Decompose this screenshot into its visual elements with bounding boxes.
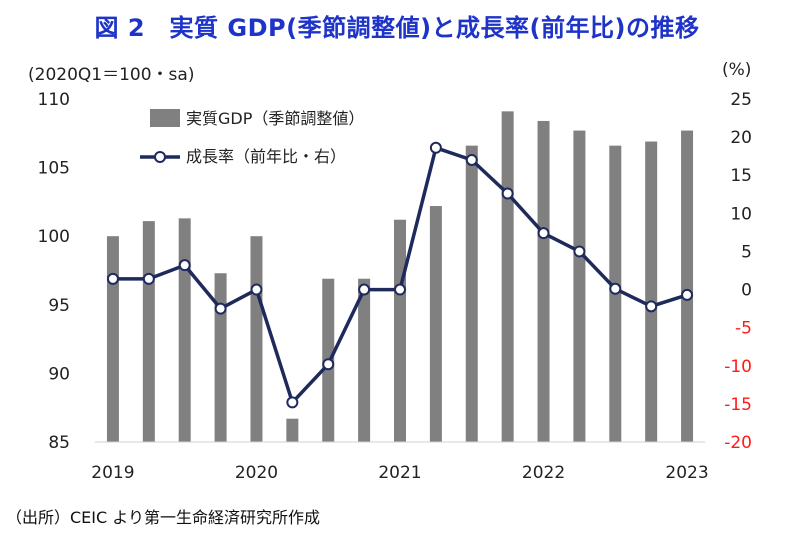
growth-point-2020Q3 (322, 358, 335, 371)
x-tick-label: 2021 (378, 463, 421, 483)
x-tick-label: 2019 (91, 463, 134, 483)
right-tick-label: 20 (730, 128, 752, 148)
gdp-bar-2022Q1 (537, 120, 550, 443)
legend-line-label: 成長率（前年比・右） (186, 147, 346, 166)
growth-point-2022Q4 (645, 300, 658, 313)
right-tick-label: 5 (741, 242, 752, 262)
growth-point-2023Q1 (681, 288, 694, 301)
gdp-bar-2019Q2 (142, 221, 155, 442)
growth-point-2021Q4 (501, 187, 514, 200)
right-axis-ticks: -20 -15 -10 -5 0 5 10 15 20 25 (724, 90, 752, 453)
legend-line-marker (154, 151, 166, 163)
right-tick-label: 15 (730, 166, 752, 186)
growth-point-2020Q2 (286, 396, 299, 409)
left-axis-unit: (2020Q1＝100・sa) (28, 65, 195, 85)
left-axis-ticks: 85 90 95 100 105 110 (38, 90, 70, 453)
right-tick-label: 25 (730, 90, 752, 110)
gdp-bar-2020Q1 (250, 236, 263, 442)
chart-title: 図 2 実質 GDP(季節調整値)と成長率(前年比)の推移 (94, 14, 700, 42)
gdp-bar-2023Q1 (681, 130, 694, 442)
gdp-bar-2021Q4 (501, 111, 514, 443)
x-tick-label: 2022 (522, 463, 565, 483)
growth-point-2021Q1 (394, 283, 406, 296)
gdp-bar-2020Q2 (286, 418, 299, 442)
growth-point-2020Q4 (358, 283, 371, 296)
gdp-bar-2019Q4 (214, 273, 227, 442)
legend-bar-label: 実質GDP（季節調整値） (186, 109, 364, 128)
x-tick-label: 2023 (665, 463, 708, 483)
left-tick-label: 90 (48, 364, 70, 384)
growth-point-2022Q2 (573, 245, 586, 258)
left-tick-label: 95 (48, 296, 70, 316)
legend: 実質GDP（季節調整値） 成長率（前年比・右） (140, 109, 364, 166)
growth-point-2021Q2 (429, 141, 442, 154)
growth-point-2022Q1 (537, 227, 550, 240)
gdp-bar-2020Q4 (358, 278, 371, 442)
gdp-bar-2021Q2 (429, 206, 442, 442)
right-tick-label: -5 (735, 319, 752, 339)
gdp-bar-2022Q4 (645, 141, 658, 443)
growth-point-2020Q1 (250, 283, 263, 296)
right-tick-label: -10 (724, 357, 752, 377)
growth-point-2022Q3 (609, 282, 622, 295)
growth-rate-points (106, 141, 694, 409)
x-axis-ticks: 2019 2020 2021 2022 2023 (91, 463, 708, 483)
gdp-bar-2022Q2 (573, 130, 586, 442)
right-tick-label: 0 (741, 281, 752, 301)
legend-bar-swatch (150, 109, 180, 127)
right-axis-unit: (%) (722, 60, 752, 80)
growth-point-2019Q1 (106, 272, 119, 285)
right-tick-label: -20 (724, 433, 752, 453)
left-tick-label: 85 (48, 433, 70, 453)
growth-point-2019Q2 (142, 272, 155, 285)
source-note: （出所）CEIC より第一生命経済研究所作成 (6, 508, 320, 527)
left-tick-label: 105 (38, 159, 70, 179)
growth-point-2021Q3 (465, 153, 478, 166)
right-tick-label: 10 (730, 204, 752, 224)
x-tick-label: 2020 (235, 463, 278, 483)
gdp-bar-2019Q3 (178, 218, 191, 442)
gdp-bar-2021Q3 (465, 145, 478, 442)
growth-point-2019Q4 (214, 302, 227, 315)
growth-point-2019Q3 (178, 259, 191, 272)
gdp-bar-2021Q1 (394, 219, 406, 442)
right-tick-label: -15 (724, 395, 752, 415)
left-tick-label: 110 (38, 90, 70, 110)
gdp-bar-2019Q1 (106, 236, 119, 442)
left-tick-label: 100 (38, 227, 70, 247)
